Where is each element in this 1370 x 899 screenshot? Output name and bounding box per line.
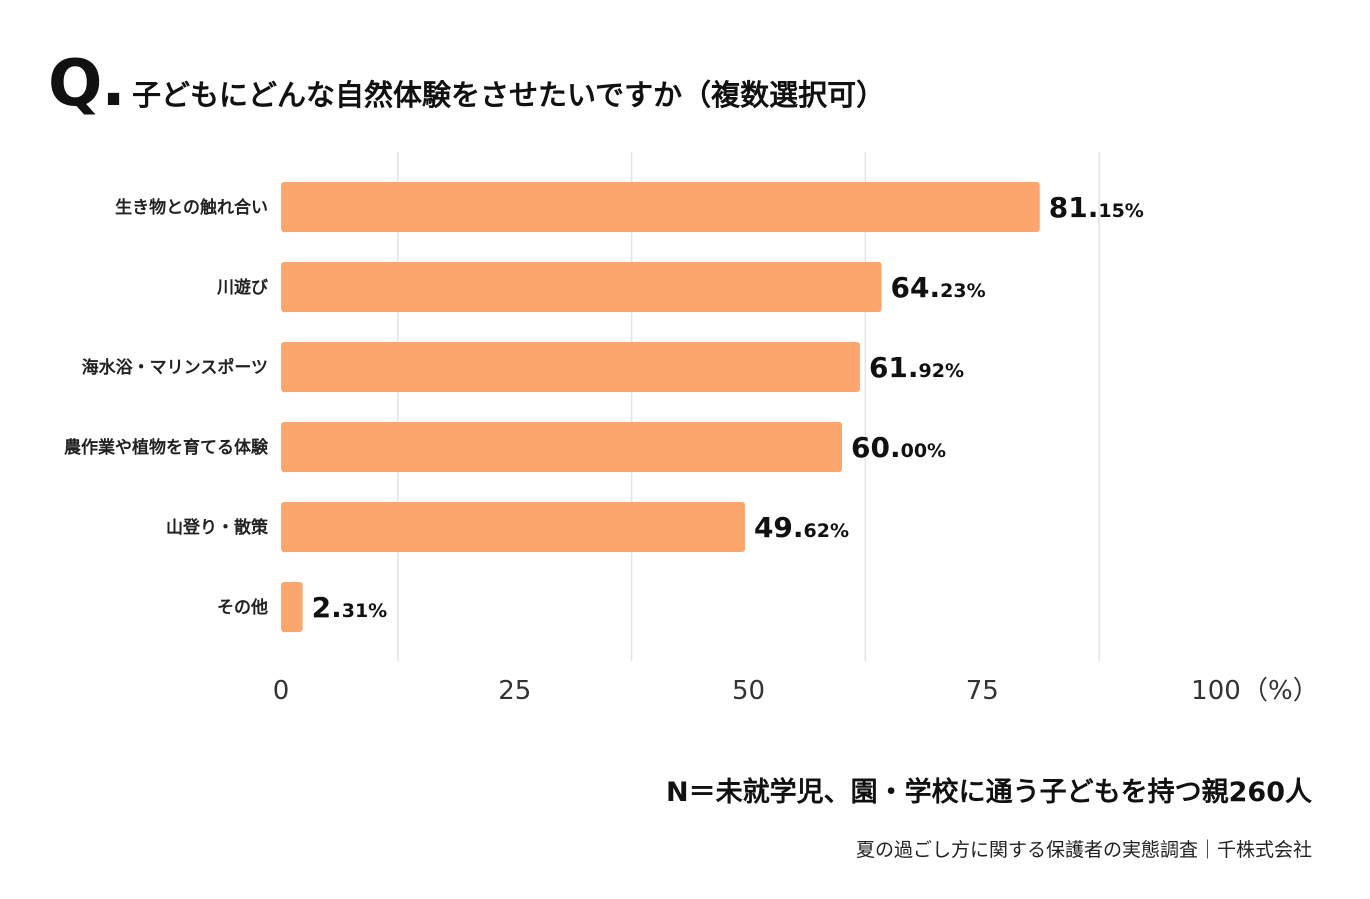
category-label: 山登り・散策: [166, 517, 269, 538]
x-tick-label: 25: [498, 676, 531, 706]
bar: [281, 422, 842, 472]
bar: [281, 182, 1040, 232]
question-mark-label: Q.: [48, 47, 126, 121]
bar: [281, 502, 745, 552]
category-label: 川遊び: [216, 277, 268, 298]
x-tick-label: 100: [1191, 676, 1241, 706]
chart-title: 子どもにどんな自然体験をさせたいですか（複数選択可）: [132, 78, 886, 112]
x-tick-label: 0: [273, 676, 290, 706]
category-label: 農作業や植物を育てる体験: [64, 437, 269, 458]
data-label: 60.00%: [851, 431, 946, 464]
category-label: 海水浴・マリンスポーツ: [82, 357, 268, 378]
x-tick-label: 75: [966, 676, 999, 706]
data-label: 81.15%: [1049, 191, 1144, 224]
bars: [281, 182, 1040, 632]
x-axis-unit: （%）: [1242, 676, 1319, 706]
data-label: 49.62%: [754, 511, 849, 544]
data-label: 64.23%: [891, 271, 986, 304]
data-label: 2.31%: [312, 591, 388, 624]
x-axis: 0 25 50 75 100 （%）: [273, 676, 1319, 706]
bar: [281, 262, 882, 312]
bar: [281, 582, 303, 632]
labels: 生き物との触れ合い 81.15% 川遊び 64.23% 海水浴・マリンスポーツ 61.92…: [64, 191, 1144, 624]
category-label: 生き物との触れ合い: [115, 197, 268, 218]
bar: [281, 342, 860, 392]
source-note: 夏の過ごし方に関する保護者の実態調査｜千株式会社: [855, 839, 1312, 861]
x-tick-label: 50: [732, 676, 765, 706]
data-label: 61.92%: [869, 351, 964, 384]
grid-lines: [397, 152, 1100, 661]
sample-size-note: N＝未就学児、園・学校に通う子どもを持つ親260人: [666, 777, 1312, 808]
category-label: その他: [217, 597, 268, 618]
